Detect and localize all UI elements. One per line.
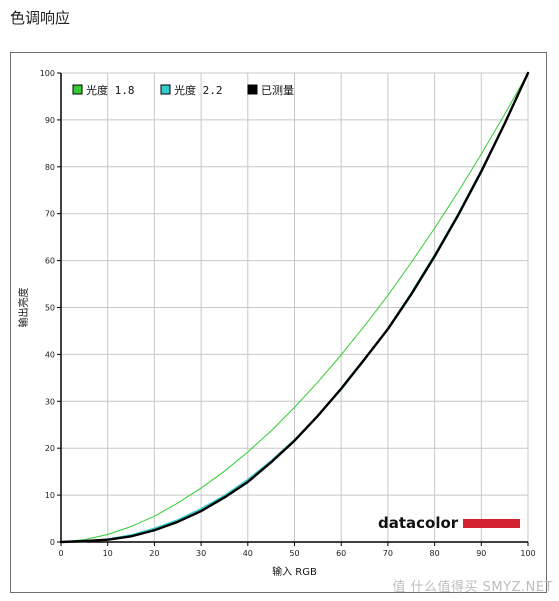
x-axis-label: 输入 RGB xyxy=(272,565,317,578)
tick-layer: 0 10 20 30 40 50 60 70 80 90 100 0 10 20 30 40 50 60 70 80 9… xyxy=(40,69,536,558)
x-tick-label: 10 xyxy=(103,549,113,558)
x-tick-label: 0 xyxy=(58,549,63,558)
y-axis-label: 输出亮度 xyxy=(17,288,30,328)
x-tick-label: 30 xyxy=(196,549,206,558)
grid-layer xyxy=(60,72,529,543)
x-tick-label: 80 xyxy=(430,549,440,558)
x-tick-label: 50 xyxy=(289,549,299,558)
watermark-text: 值 什么值得买 SMYZ.NET xyxy=(392,580,553,595)
y-tick-label: 0 xyxy=(50,538,55,547)
x-tick-label: 100 xyxy=(520,549,535,558)
y-tick-label: 10 xyxy=(45,491,55,500)
legend-swatch-3 xyxy=(247,84,258,95)
y-tick-label: 80 xyxy=(45,163,55,172)
logo-red-bar xyxy=(463,519,520,528)
legend-label-3: 已测量 xyxy=(261,84,294,97)
legend-swatch-2 xyxy=(160,84,171,95)
series-line-1 xyxy=(60,72,529,543)
logo-wordmark: datacolor xyxy=(378,514,459,532)
y-tick-label: 100 xyxy=(40,69,55,78)
y-tick-label: 50 xyxy=(45,304,55,313)
y-tick-label: 70 xyxy=(45,210,55,219)
y-tick-label: 20 xyxy=(45,444,55,453)
chart-frame: 0 10 20 30 40 50 60 70 80 90 100 0 10 20 30 40 50 60 70 80 9… xyxy=(10,52,547,593)
x-tick-label: 40 xyxy=(243,549,253,558)
y-tick-label: 40 xyxy=(45,350,55,359)
legend-label-1: 光度 1.8 xyxy=(86,83,135,97)
x-tick-label: 70 xyxy=(383,549,393,558)
series-layer xyxy=(59,71,530,544)
series-line-3 xyxy=(59,71,530,544)
tone-response-chart: 0 10 20 30 40 50 60 70 80 90 100 0 10 20 30 40 50 60 70 80 9… xyxy=(17,69,536,579)
datacolor-logo: datacolor xyxy=(378,514,520,532)
y-tick-label: 30 xyxy=(45,397,55,406)
x-tick-label: 90 xyxy=(476,549,486,558)
axis-labels: 输入 RGB 输出亮度 xyxy=(17,288,317,579)
x-tick-label: 20 xyxy=(149,549,159,558)
legend-label-2: 光度 2.2 xyxy=(174,83,223,97)
y-tick-label: 60 xyxy=(45,257,55,266)
legend: 光度 1.8 光度 2.2 已测量 xyxy=(72,83,294,97)
x-tick-label: 60 xyxy=(336,549,346,558)
legend-swatch-1 xyxy=(72,84,83,95)
y-tick-label: 90 xyxy=(45,116,55,125)
page-title: 色调响应 xyxy=(10,9,71,27)
